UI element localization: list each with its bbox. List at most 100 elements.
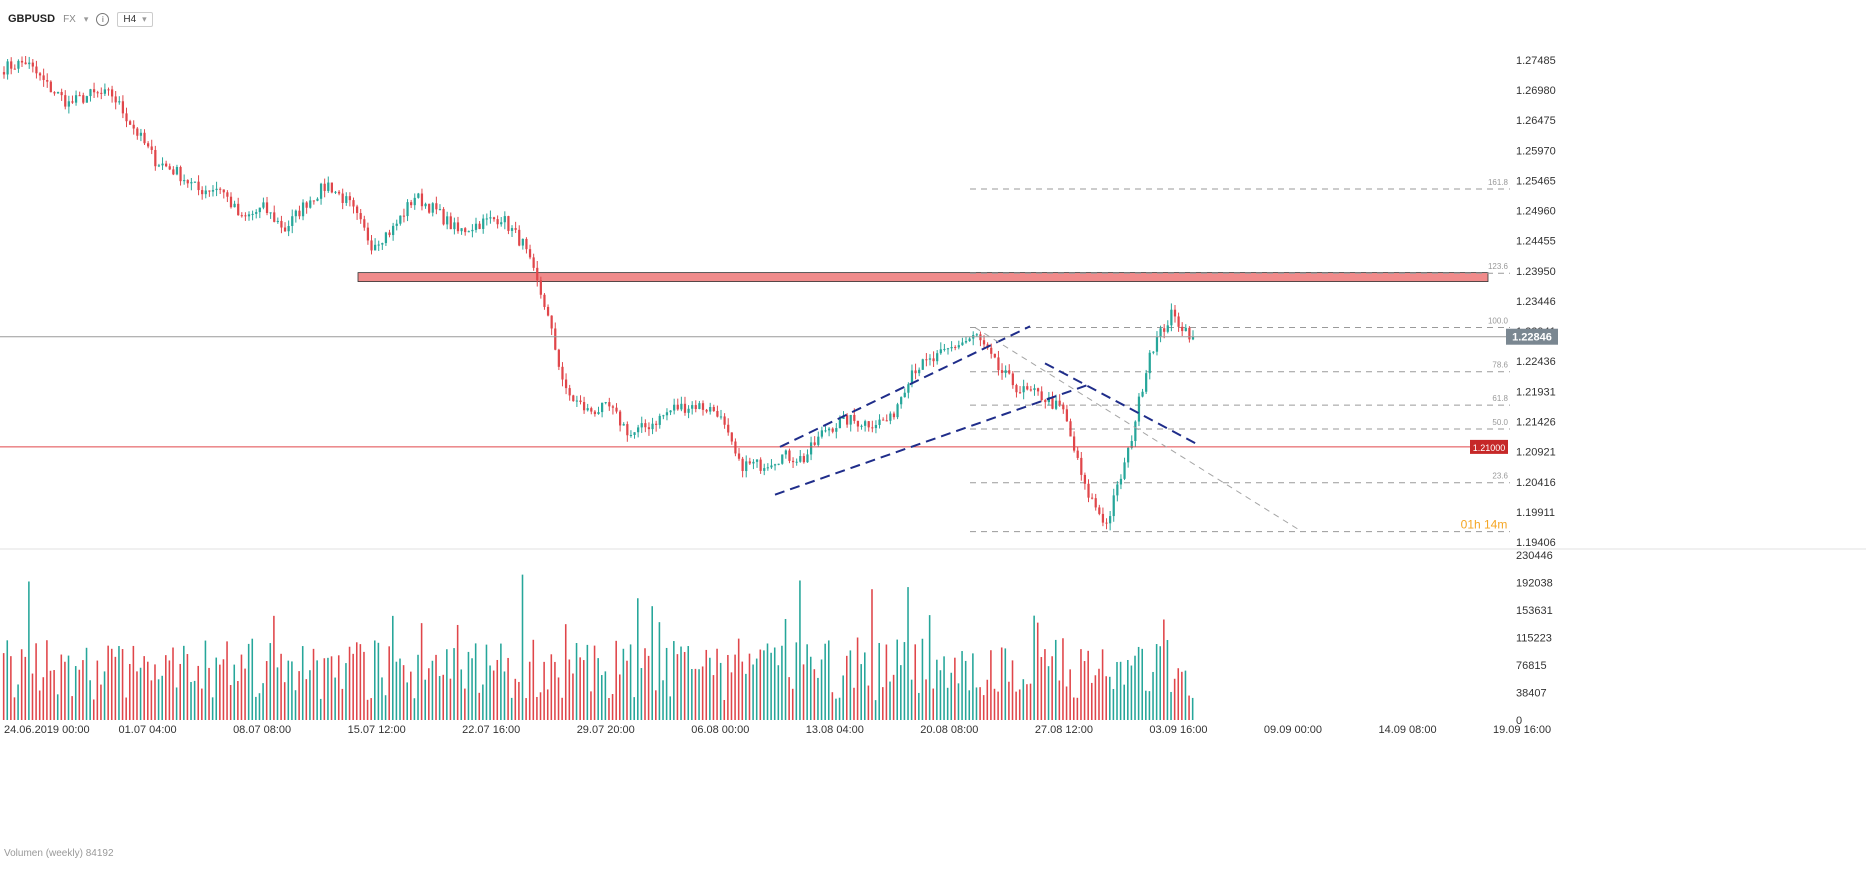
timeframe-select[interactable]: H4 ▾	[117, 11, 153, 27]
volume-bar	[348, 646, 351, 720]
candle-body	[82, 95, 85, 103]
candle-body	[964, 341, 968, 343]
candle-body	[92, 89, 96, 93]
candle-body	[507, 216, 510, 231]
volume-bar	[17, 684, 19, 720]
candle-body	[1188, 327, 1191, 340]
candle-body	[579, 400, 582, 403]
volume-bar	[38, 690, 41, 720]
price-tick-label: 1.20921	[1516, 447, 1556, 459]
volume-bar	[175, 687, 178, 720]
candle-body	[532, 257, 535, 268]
candle-body	[233, 203, 236, 208]
volume-tick-label: 153631	[1516, 605, 1553, 617]
volume-bar	[157, 679, 160, 720]
time-tick-label: 19.09 16:00	[1493, 724, 1551, 736]
candle-body	[907, 384, 910, 393]
candle-body	[845, 415, 849, 425]
candle-body	[330, 182, 333, 193]
candle-body	[766, 467, 769, 469]
volume-bar	[10, 656, 12, 720]
candle-body	[1134, 421, 1137, 441]
descending-trendline	[1044, 362, 1201, 447]
volume-bar	[644, 648, 646, 720]
volume-bar	[226, 641, 228, 720]
volume-bar	[1033, 615, 1035, 720]
price-tick-label: 1.25465	[1516, 175, 1556, 187]
volume-indicator-label[interactable]: Volumen (weekly) 84192	[4, 848, 114, 859]
volume-bar	[651, 606, 653, 720]
volume-bar	[943, 656, 945, 720]
volume-bar	[114, 656, 117, 720]
volume-bar	[128, 663, 131, 720]
candle-body	[554, 328, 557, 350]
volume-bar	[1058, 680, 1061, 720]
candle-body	[748, 461, 751, 464]
candle-body	[273, 212, 276, 222]
candle-body	[147, 143, 150, 147]
volume-bar	[449, 678, 452, 720]
volume-bar	[1152, 671, 1154, 720]
candle-body	[1022, 386, 1025, 393]
volume-bar	[179, 663, 181, 720]
candle-body	[265, 202, 269, 213]
candle-body	[406, 202, 409, 217]
candle-body	[712, 406, 715, 412]
symbol-label[interactable]: GBPUSD	[8, 13, 56, 25]
volume-bar	[817, 677, 819, 720]
candle-body	[150, 146, 153, 150]
volume-bar	[208, 667, 210, 720]
candle-body	[723, 416, 726, 425]
candle-body	[1109, 516, 1112, 524]
volume-bar	[990, 650, 992, 720]
info-icon[interactable]: i	[96, 12, 110, 26]
volume-bar	[518, 681, 520, 720]
market-label[interactable]: FX	[63, 13, 76, 25]
volume-bar	[110, 648, 113, 720]
time-tick-label: 22.07 16:00	[462, 724, 520, 736]
candle-body	[305, 202, 308, 208]
price-tick-label: 1.20416	[1516, 477, 1556, 489]
volume-bar	[190, 681, 192, 720]
candle-body	[802, 456, 805, 463]
volume-bar	[136, 671, 138, 720]
candle-body	[1029, 389, 1032, 391]
volume-bar	[2, 653, 5, 720]
candle-body	[546, 306, 550, 316]
volume-bar	[867, 685, 870, 720]
candle-body	[1119, 478, 1123, 485]
volume-bar	[550, 654, 553, 720]
volume-bar	[799, 580, 801, 720]
volume-tick-label: 192038	[1516, 578, 1553, 590]
candle-body	[1004, 370, 1007, 373]
volume-bar	[755, 658, 758, 720]
candle-body	[550, 315, 553, 329]
volume-bar	[283, 682, 286, 720]
time-tick-label: 13.08 04:00	[806, 724, 864, 736]
candle-body	[1051, 397, 1054, 409]
candle-body	[961, 342, 964, 346]
volume-bar	[1163, 619, 1165, 720]
volume-bar	[719, 662, 722, 720]
candle-body	[1181, 326, 1184, 332]
volume-bar	[680, 646, 682, 720]
candle-body	[460, 228, 463, 232]
candle-body	[568, 388, 571, 396]
volume-bar	[1134, 655, 1136, 720]
chevron-down-icon[interactable]: ▾	[83, 13, 89, 24]
volume-bar	[316, 660, 318, 720]
volume-bar	[593, 645, 596, 720]
candle-body	[1170, 309, 1173, 326]
volume-bar	[997, 691, 999, 720]
candle-body	[694, 405, 697, 410]
chevron-down-icon: ▾	[142, 13, 147, 24]
candle-body	[1152, 351, 1155, 353]
volume-bar	[410, 671, 412, 720]
candle-body	[345, 196, 348, 203]
candle-body	[673, 404, 676, 411]
candle-body	[622, 424, 625, 426]
volume-bar	[1130, 665, 1133, 720]
volume-bar	[907, 587, 909, 720]
candle-body	[1123, 462, 1126, 479]
